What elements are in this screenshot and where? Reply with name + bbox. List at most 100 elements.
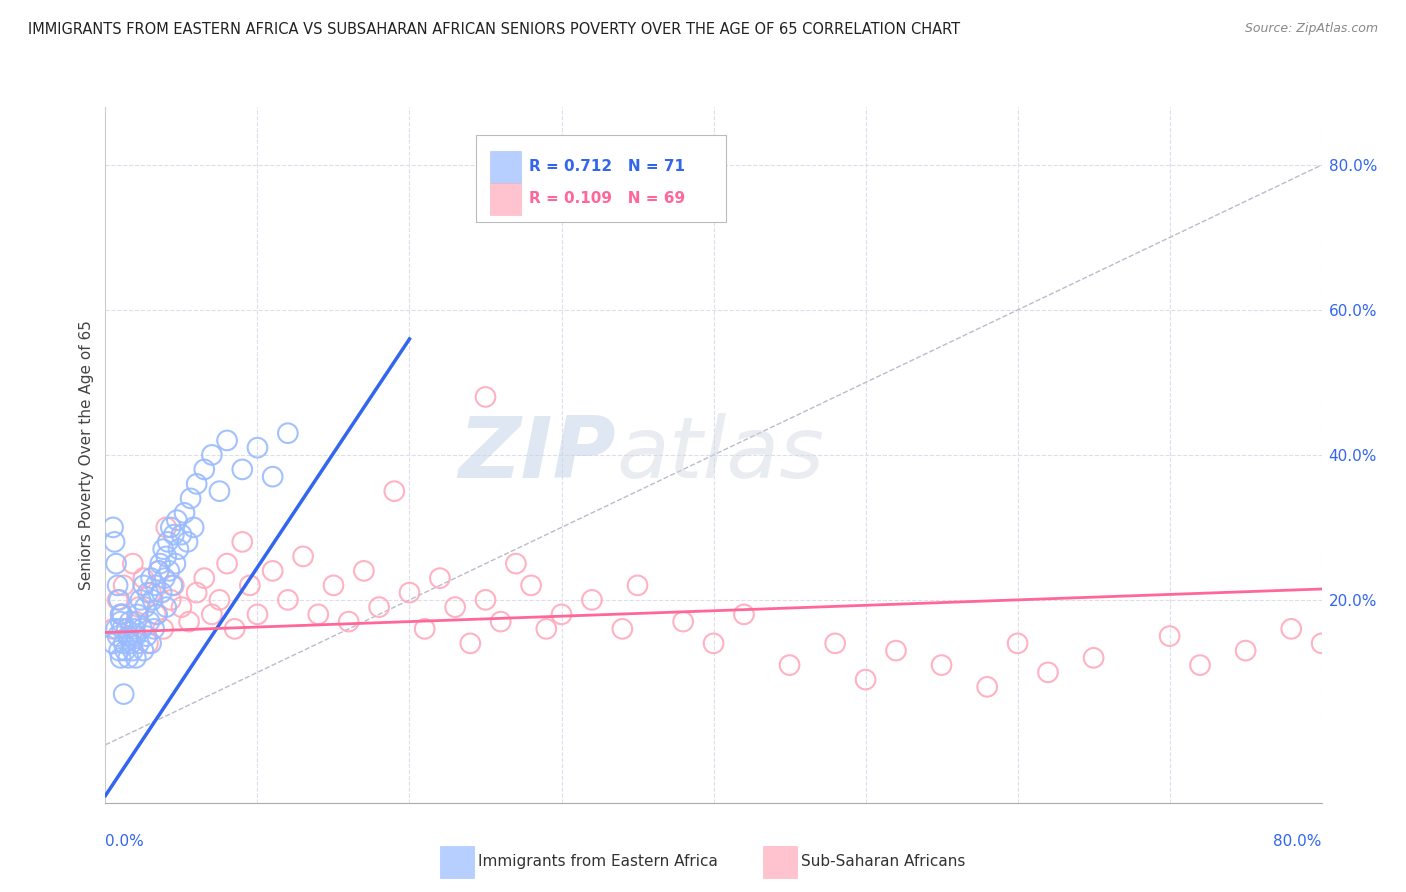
Point [413,622,436,636]
Text: 80.0%: 80.0% [1274,834,1322,849]
Point [107,592,129,607]
Point [208,592,231,607]
Point [148,564,170,578]
Point [149,557,172,571]
Text: atlas: atlas [616,413,824,497]
Point [382,484,405,499]
Point [536,622,558,636]
Point [125,615,148,629]
Point [779,658,801,673]
Text: R = 0.712   N = 71: R = 0.712 N = 71 [529,159,685,174]
Point [246,441,269,455]
Point [112,578,135,592]
Point [117,651,139,665]
Point [163,578,186,592]
Point [112,687,135,701]
Point [157,564,180,578]
Point [112,636,135,650]
Point [231,534,253,549]
Point [150,585,173,599]
Point [292,549,315,564]
Point [131,622,153,636]
Point [505,557,527,571]
Point [105,557,128,571]
Point [152,542,174,557]
Point [193,462,215,476]
Point [111,607,134,622]
Point [581,592,603,607]
Point [155,600,177,615]
Point [183,520,205,534]
Point [110,607,132,622]
Point [398,585,420,599]
Point [145,578,167,592]
Point [277,592,299,607]
Point [1310,636,1333,650]
Point [855,673,877,687]
Point [1159,629,1181,643]
Point [135,629,157,643]
Point [120,636,142,650]
Point [132,643,155,657]
Point [368,600,391,615]
Point [136,636,159,650]
Point [193,571,215,585]
Point [612,622,634,636]
Point [231,462,253,476]
Point [1007,636,1029,650]
Text: Source: ZipAtlas.com: Source: ZipAtlas.com [1244,22,1378,36]
Point [186,585,208,599]
Point [101,636,124,650]
Point [138,615,160,629]
Point [170,600,193,615]
Point [208,484,231,499]
Text: R = 0.109   N = 69: R = 0.109 N = 69 [529,191,685,206]
Point [672,615,695,629]
Point [884,643,907,657]
Point [626,578,648,592]
Point [110,615,132,629]
Text: Sub-Saharan Africans: Sub-Saharan Africans [801,855,966,869]
Point [824,636,846,650]
Point [132,578,155,592]
Point [217,557,239,571]
Point [117,629,139,643]
Point [159,592,181,607]
Point [159,520,181,534]
Point [353,564,375,578]
Point [121,557,143,571]
Point [166,513,188,527]
FancyBboxPatch shape [489,183,522,215]
Point [277,426,299,441]
Point [155,549,177,564]
Point [128,636,150,650]
Point [152,622,174,636]
Point [162,578,184,592]
Point [165,557,187,571]
Point [201,607,224,622]
Point [489,615,512,629]
Point [1036,665,1059,680]
Point [103,534,125,549]
Point [143,622,166,636]
Text: 0.0%: 0.0% [105,834,145,849]
Point [132,571,155,585]
Point [1279,622,1302,636]
Point [246,607,269,622]
Point [444,600,467,615]
Point [322,578,344,592]
Point [111,622,134,636]
Point [108,592,131,607]
Point [139,571,162,585]
Point [1188,658,1211,673]
Point [108,643,131,657]
Point [107,629,129,643]
Point [163,527,186,541]
Point [337,615,360,629]
Point [262,564,284,578]
Point [186,476,208,491]
Point [217,434,239,448]
Text: Immigrants from Eastern Africa: Immigrants from Eastern Africa [478,855,718,869]
Point [702,636,725,650]
Point [110,651,132,665]
